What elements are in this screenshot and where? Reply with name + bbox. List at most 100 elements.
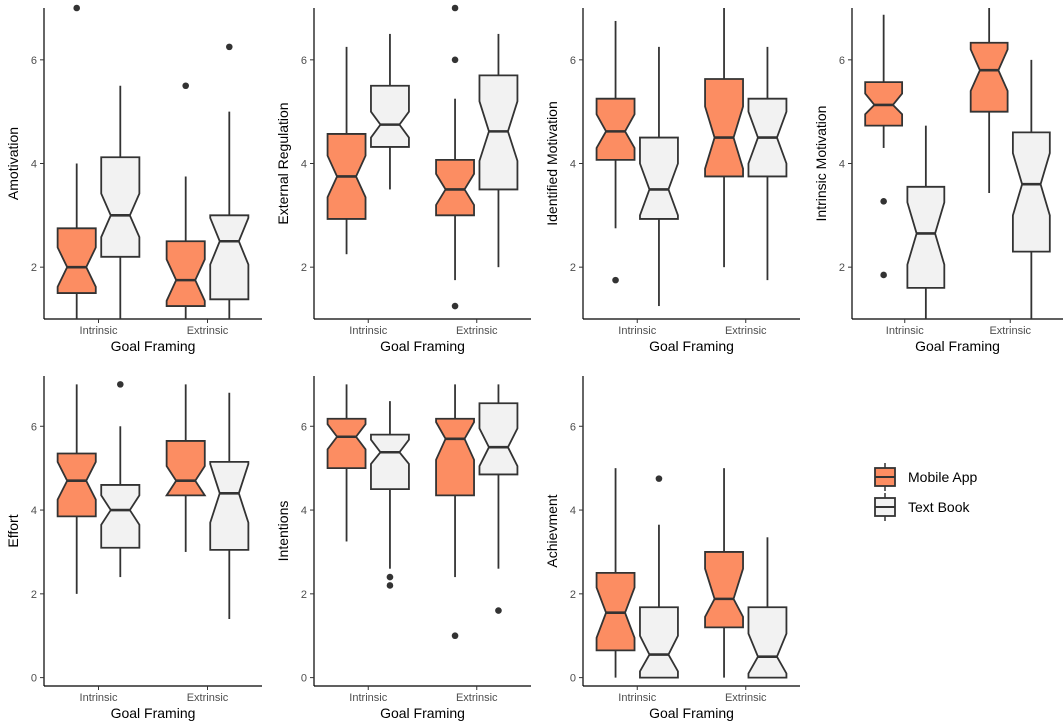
x-tick-label: Intrinsic (80, 692, 118, 704)
x-axis-title: Goal Framing (111, 705, 196, 721)
y-tick-label: 4 (839, 159, 845, 171)
box-intrinsic-text-book (100, 85, 141, 319)
box-extrinsic-mobile-app (435, 384, 475, 640)
box-intrinsic-mobile-app (864, 14, 904, 279)
box-intrinsic-mobile-app (326, 384, 367, 542)
box-extrinsic-mobile-app (704, 8, 744, 268)
notched-box (209, 214, 250, 301)
box-extrinsic-mobile-app (704, 468, 744, 678)
y-axis-title: Achievment (544, 494, 560, 567)
y-tick-label: 6 (31, 55, 37, 67)
box-intrinsic-text-book (370, 33, 410, 190)
x-tick-label: Intrinsic (349, 692, 387, 704)
notched-box (56, 227, 97, 294)
notched-box (639, 136, 679, 220)
y-tick-label: 2 (301, 589, 307, 601)
y-tick-label: 6 (31, 421, 37, 433)
notched-box (370, 84, 410, 148)
notched-box (639, 606, 679, 679)
notched-box (704, 551, 744, 629)
y-axis-title: Intentions (275, 501, 291, 562)
x-axis-title: Goal Framing (649, 705, 734, 721)
y-tick-label: 6 (301, 421, 307, 433)
x-axis-title: Goal Framing (915, 338, 1000, 354)
y-tick-label: 6 (839, 55, 845, 67)
x-tick-label: Extrinsic (725, 692, 767, 704)
outlier-point (451, 632, 459, 640)
box-extrinsic-text-book (747, 46, 788, 281)
y-tick-label: 2 (31, 589, 37, 601)
y-tick-label: 4 (301, 505, 307, 517)
box-intrinsic-text-book (370, 401, 410, 589)
y-tick-label: 0 (31, 673, 37, 685)
box-extrinsic-text-book (747, 537, 788, 679)
x-tick-label: Intrinsic (80, 325, 118, 337)
outlier-point (226, 43, 233, 51)
notched-box (595, 97, 636, 161)
y-tick-label: 2 (839, 262, 845, 274)
box-intrinsic-mobile-app (595, 468, 636, 678)
box-intrinsic-text-book (100, 381, 141, 578)
x-axis-title: Goal Framing (649, 338, 734, 354)
y-axis-title: Effort (5, 514, 21, 547)
box-extrinsic-text-book (209, 43, 250, 319)
legend-key (874, 463, 896, 491)
outlier-point (495, 607, 502, 614)
y-tick-label: 0 (570, 673, 576, 685)
box-intrinsic-mobile-app (595, 20, 636, 284)
notched-box (704, 78, 744, 178)
notched-box (209, 460, 250, 551)
notched-box (370, 433, 410, 491)
notched-box (906, 185, 946, 289)
y-tick-label: 6 (570, 55, 576, 67)
notched-box (100, 156, 141, 258)
box-extrinsic-mobile-app (435, 4, 475, 310)
outlier-point (880, 198, 887, 205)
box-extrinsic-mobile-app (164, 384, 207, 552)
y-axis-title: Amotivation (5, 127, 21, 200)
y-tick-label: 4 (301, 159, 307, 171)
y-tick-label: 2 (301, 262, 307, 274)
x-tick-label: Extrinsic (456, 692, 498, 704)
x-axis-title: Goal Framing (111, 338, 196, 354)
y-axis-title: Identified Motivation (544, 101, 560, 226)
box-intrinsic-mobile-app (326, 46, 367, 255)
x-tick-label: Intrinsic (349, 325, 387, 337)
outlier-point (386, 573, 394, 581)
outlier-point (182, 82, 189, 90)
box-intrinsic-text-book (906, 125, 946, 319)
box-intrinsic-text-book (639, 46, 679, 307)
x-tick-label: Extrinsic (725, 325, 767, 337)
x-tick-label: Extrinsic (187, 325, 229, 337)
x-tick-label: Intrinsic (886, 325, 924, 337)
outlier-point (451, 56, 459, 64)
box-intrinsic-mobile-app (56, 4, 97, 319)
y-tick-label: 2 (570, 589, 576, 601)
x-axis-title: Goal Framing (380, 705, 465, 721)
y-tick-label: 4 (31, 159, 37, 171)
outlier-point (655, 475, 663, 482)
y-tick-label: 2 (31, 262, 37, 274)
outlier-point (451, 4, 459, 12)
box-intrinsic-text-book (639, 475, 679, 679)
legend-label: Mobile App (908, 469, 977, 485)
outlier-point (880, 271, 887, 279)
outlier-point (386, 582, 394, 589)
notched-box (100, 484, 141, 549)
x-tick-label: Extrinsic (456, 325, 498, 337)
box-extrinsic-text-book (478, 33, 519, 268)
y-axis-title: Intrinsic Motivation (813, 106, 829, 222)
notched-box (478, 402, 519, 476)
box-intrinsic-mobile-app (56, 384, 97, 594)
box-extrinsic-text-book (1011, 59, 1051, 319)
outlier-point (117, 381, 124, 388)
notched-box (435, 417, 475, 497)
x-tick-label: Extrinsic (187, 692, 229, 704)
